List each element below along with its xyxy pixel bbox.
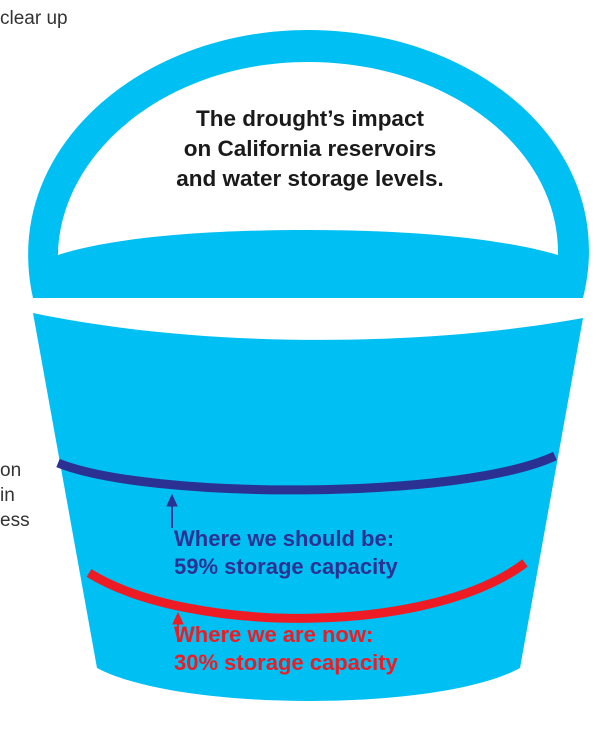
headline: The drought’s impact on California reser… [120, 104, 500, 194]
headline-line: and water storage levels. [176, 166, 444, 191]
should-be-title: Where we should be: [174, 526, 395, 551]
should-be-label: Where we should be: 59% storage capacity [174, 525, 398, 581]
bucket-handle [28, 30, 589, 298]
side-text-line: in [0, 485, 15, 506]
side-text-line: ess [0, 510, 30, 531]
current-level-title: Where we are now: [174, 622, 374, 647]
current-level-line [86, 559, 528, 623]
should-be-arrow-icon [166, 493, 178, 528]
cropped-side-text-middle: on in ess [0, 458, 30, 533]
should-be-capacity: 59% storage capacity [174, 554, 398, 579]
side-text-line: clear up [0, 8, 68, 29]
side-text-line: on [0, 460, 22, 481]
current-level-arrow-icon [172, 611, 184, 642]
headline-line: on California reservoirs [183, 136, 437, 161]
current-level-label: Where we are now: 30% storage capacity [174, 621, 398, 677]
should-be-level-line [56, 451, 557, 495]
headline-line: The drought’s impact [196, 106, 424, 131]
current-level-capacity: 30% storage capacity [174, 650, 398, 675]
cropped-side-text-top: clear up [0, 6, 68, 31]
